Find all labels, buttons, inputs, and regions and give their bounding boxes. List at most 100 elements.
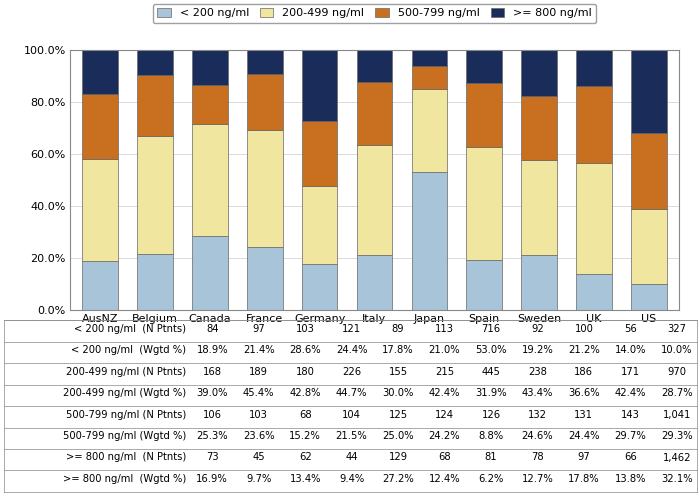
Text: 168: 168	[203, 367, 222, 377]
Text: 19.2%: 19.2%	[522, 346, 553, 356]
Bar	[412, 172, 447, 310]
Bar	[247, 50, 283, 74]
Bar	[412, 90, 447, 172]
Text: 97: 97	[578, 452, 590, 462]
Text: 17.8%: 17.8%	[568, 474, 600, 484]
Bar	[137, 75, 173, 136]
Text: 8.8%: 8.8%	[478, 431, 503, 441]
Bar	[137, 136, 173, 254]
Text: 113: 113	[435, 324, 454, 334]
Text: 44.7%: 44.7%	[336, 388, 368, 398]
Text: 42.4%: 42.4%	[615, 388, 646, 398]
Bar	[357, 145, 392, 256]
Text: 44: 44	[345, 452, 358, 462]
Text: 68: 68	[299, 410, 312, 420]
Bar	[522, 50, 557, 96]
Bar	[83, 50, 118, 94]
Text: 31.9%: 31.9%	[475, 388, 507, 398]
Text: 9.4%: 9.4%	[339, 474, 364, 484]
Text: 103: 103	[249, 410, 268, 420]
Bar	[412, 66, 447, 90]
Text: 200-499 ng/ml (N Ptnts): 200-499 ng/ml (N Ptnts)	[66, 367, 186, 377]
Bar	[466, 147, 502, 260]
Text: 970: 970	[667, 367, 686, 377]
Text: 23.6%: 23.6%	[243, 431, 274, 441]
Bar	[192, 236, 228, 310]
Text: 73: 73	[206, 452, 218, 462]
Text: 68: 68	[438, 452, 451, 462]
Text: 6.2%: 6.2%	[478, 474, 503, 484]
Text: 62: 62	[299, 452, 312, 462]
Bar	[357, 82, 392, 145]
Text: < 200 ng/ml  (N Ptnts): < 200 ng/ml (N Ptnts)	[74, 324, 186, 334]
Text: 36.6%: 36.6%	[568, 388, 600, 398]
Text: >= 800 ng/ml  (Wgtd %): >= 800 ng/ml (Wgtd %)	[63, 474, 186, 484]
Text: 17.8%: 17.8%	[382, 346, 414, 356]
Text: 132: 132	[528, 410, 547, 420]
Text: 29.7%: 29.7%	[615, 431, 646, 441]
Text: 21.0%: 21.0%	[428, 346, 461, 356]
Text: 106: 106	[203, 410, 222, 420]
Text: 30.0%: 30.0%	[382, 388, 414, 398]
Text: 171: 171	[621, 367, 640, 377]
Bar	[192, 124, 228, 236]
Bar	[576, 50, 612, 86]
Bar	[83, 160, 118, 261]
Bar	[631, 133, 666, 210]
Text: 445: 445	[482, 367, 500, 377]
Bar	[631, 284, 666, 310]
Text: >= 800 ng/ml  (N Ptnts): >= 800 ng/ml (N Ptnts)	[66, 452, 186, 462]
Text: 1,041: 1,041	[663, 410, 691, 420]
Text: 29.3%: 29.3%	[661, 431, 692, 441]
Bar	[302, 186, 337, 264]
Text: 97: 97	[252, 324, 265, 334]
Text: 92: 92	[531, 324, 544, 334]
Text: 131: 131	[575, 410, 594, 420]
Text: 124: 124	[435, 410, 454, 420]
Text: 42.4%: 42.4%	[428, 388, 461, 398]
Text: 189: 189	[249, 367, 268, 377]
Text: 39.0%: 39.0%	[197, 388, 228, 398]
Bar	[83, 261, 118, 310]
Text: 126: 126	[482, 410, 500, 420]
Text: 18.9%: 18.9%	[197, 346, 228, 356]
Text: 28.7%: 28.7%	[661, 388, 692, 398]
Text: 45.4%: 45.4%	[243, 388, 274, 398]
Text: 21.5%: 21.5%	[336, 431, 368, 441]
Bar	[466, 84, 502, 147]
Text: 21.4%: 21.4%	[243, 346, 274, 356]
Text: 327: 327	[667, 324, 686, 334]
Text: 78: 78	[531, 452, 544, 462]
Text: 226: 226	[342, 367, 361, 377]
Bar	[357, 256, 392, 310]
Text: 1,462: 1,462	[662, 452, 691, 462]
Bar	[247, 74, 283, 130]
Text: 186: 186	[575, 367, 594, 377]
Text: 100: 100	[575, 324, 594, 334]
Text: 32.1%: 32.1%	[661, 474, 692, 484]
Text: 21.2%: 21.2%	[568, 346, 600, 356]
Text: 14.0%: 14.0%	[615, 346, 646, 356]
Text: 200-499 ng/ml (Wgtd %): 200-499 ng/ml (Wgtd %)	[63, 388, 186, 398]
Text: 27.2%: 27.2%	[382, 474, 414, 484]
Text: 13.8%: 13.8%	[615, 474, 646, 484]
Bar	[357, 50, 392, 82]
Text: 24.2%: 24.2%	[428, 431, 461, 441]
Bar	[302, 120, 337, 186]
Bar	[466, 260, 502, 310]
Text: 66: 66	[624, 452, 637, 462]
Bar	[192, 50, 228, 85]
Text: 56: 56	[624, 324, 637, 334]
Text: 121: 121	[342, 324, 361, 334]
Text: 180: 180	[295, 367, 314, 377]
Bar	[466, 50, 502, 84]
Text: 215: 215	[435, 367, 454, 377]
Text: 238: 238	[528, 367, 547, 377]
Text: 9.7%: 9.7%	[246, 474, 272, 484]
Text: 25.0%: 25.0%	[382, 431, 414, 441]
Bar	[83, 94, 118, 160]
Bar	[522, 96, 557, 160]
Text: 28.6%: 28.6%	[289, 346, 321, 356]
Bar	[576, 274, 612, 310]
Bar	[247, 246, 283, 310]
